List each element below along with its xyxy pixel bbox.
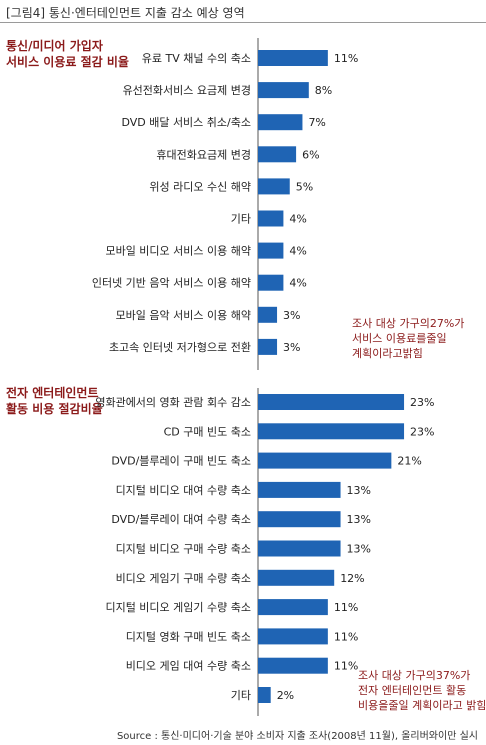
bar (258, 178, 290, 195)
category-label: 기타 (231, 689, 251, 702)
category-label: 영화관에서의 영화 관람 회수 감소 (95, 396, 251, 409)
note-line: 조사 대상 가구의37%가 (358, 669, 471, 682)
value-label: 7% (308, 116, 325, 129)
bar (258, 114, 303, 131)
note-line: 조사 대상 가구의27%가 (352, 317, 465, 330)
bar (258, 306, 278, 323)
bar (258, 338, 278, 355)
note-line: 서비스 이용료를줄일 (352, 332, 447, 345)
bar (258, 146, 297, 163)
category-label: 위성 라디오 수신 해약 (149, 179, 251, 193)
value-label: 4% (289, 277, 306, 290)
category-label: DVD/블루레이 구매 빈도 축소 (111, 455, 251, 468)
category-label: 디지털 비디오 게임기 수량 축소 (105, 601, 251, 614)
bar (258, 210, 284, 227)
bar (258, 628, 328, 645)
value-label: 11% (334, 630, 358, 643)
value-label: 3% (283, 309, 300, 322)
section-label-telecom: 통신/미디어 가입자 서비스 이용료 절감 비율 (6, 38, 129, 70)
bar (258, 687, 271, 703)
category-label: 비디오 게임기 구매 수량 축소 (116, 572, 251, 585)
category-label: 휴대전화요금제 변경 (156, 148, 251, 161)
bar (258, 657, 328, 674)
category-label: DVD 배달 서비스 취소/축소 (121, 116, 251, 129)
bar (258, 394, 405, 410)
value-label: 13% (347, 543, 371, 556)
category-label: 인터넷 기반 음악 서비스 이용 해약 (92, 276, 251, 290)
value-label: 3% (283, 341, 300, 354)
note-line: 전자 엔터테인먼트 활동 (358, 684, 467, 697)
value-label: 4% (289, 245, 306, 258)
category-label: 모바일 음악 서비스 이용 해약 (116, 308, 251, 322)
category-label: 기타 (231, 213, 251, 226)
value-label: 12% (340, 572, 364, 585)
section-label-line: 서비스 이용료 절감 비율 (6, 55, 129, 69)
note-line: 계획이라고밝힘 (352, 347, 423, 360)
category-label: 디지털 비디오 구매 수량 축소 (116, 543, 251, 556)
value-label: 13% (347, 513, 371, 526)
bar (258, 540, 341, 557)
figure-title: [그림4] 통신·엔터테인먼트 지출 감소 예상 영역 (6, 6, 245, 20)
note-entertainment: 조사 대상 가구의37%가 전자 엔터테인먼트 활동 비용을줄일 계획이라고 밝… (358, 668, 486, 713)
value-label: 21% (397, 455, 421, 468)
category-label: 초고속 인터넷 저가형으로 전환 (109, 341, 251, 354)
bar (258, 274, 284, 291)
title-divider (0, 22, 486, 23)
bar (258, 82, 309, 99)
note-line: 비용을줄일 계획이라고 밝힘 (358, 699, 486, 712)
bar (258, 481, 341, 498)
section-label-line: 전자 엔터테인먼트 (6, 386, 99, 400)
value-label: 11% (334, 52, 358, 65)
bar (258, 511, 341, 528)
category-label: 디지털 영화 구매 빈도 축소 (126, 630, 251, 643)
section-label-entertainment: 전자 엔터테인먼트 활동 비용 절감비율 (6, 385, 103, 417)
category-label: 비디오 게임 대여 수량 축소 (126, 660, 251, 673)
value-label: 11% (334, 660, 358, 673)
bar (258, 452, 392, 469)
value-label: 13% (347, 484, 371, 497)
value-label: 23% (410, 396, 434, 409)
section-label-line: 통신/미디어 가입자 (6, 39, 103, 53)
value-label: 8% (315, 84, 332, 97)
bar (258, 569, 335, 586)
source-note: Source : 통신·미디어·기술 분야 소비자 지출 조사(2008년 11… (116, 731, 478, 742)
bar (258, 599, 328, 616)
value-label: 4% (289, 213, 306, 226)
value-label: 5% (296, 180, 313, 193)
value-label: 23% (410, 425, 434, 438)
section-label-line: 활동 비용 절감비율 (6, 402, 103, 416)
category-label: DVD/블루레이 대여 수량 축소 (111, 513, 251, 526)
bar (258, 423, 405, 440)
bar (258, 242, 284, 259)
category-label: 모바일 비디오 서비스 이용 해약 (105, 244, 251, 258)
category-label: 유료 TV 채널 수의 축소 (142, 52, 251, 65)
category-label: 유선전화서비스 요금제 변경 (123, 84, 251, 97)
value-label: 11% (334, 601, 358, 614)
value-label: 2% (277, 689, 294, 702)
note-telecom: 조사 대상 가구의27%가 서비스 이용료를줄일 계획이라고밝힘 (352, 316, 464, 361)
category-label: CD 구매 빈도 축소 (164, 425, 251, 438)
category-label: 디지털 비디오 대여 수량 축소 (116, 484, 251, 497)
bar (258, 50, 328, 66)
value-label: 6% (302, 148, 319, 161)
